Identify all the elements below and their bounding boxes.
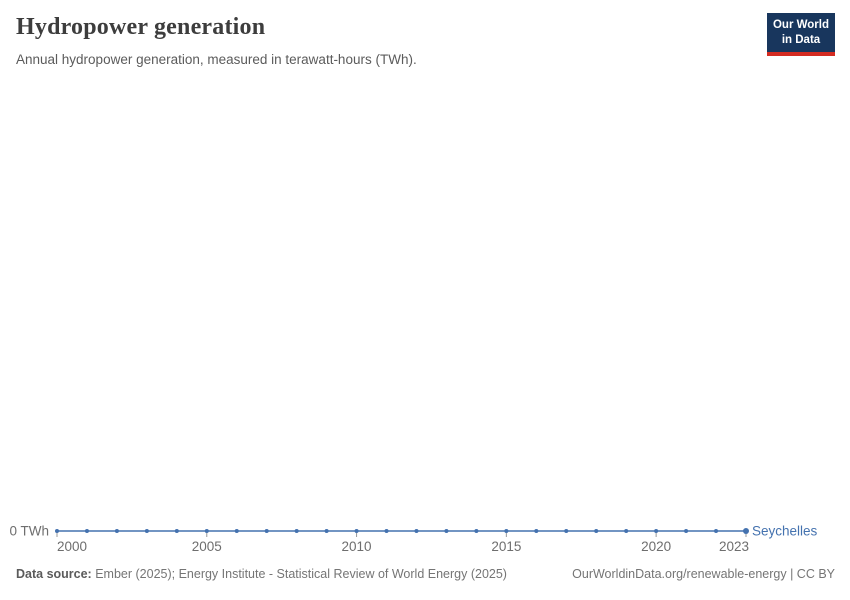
- data-point[interactable]: [384, 529, 389, 533]
- data-point[interactable]: [564, 529, 569, 533]
- data-point[interactable]: [174, 529, 179, 533]
- y-axis-label: 0 TWh: [9, 524, 49, 539]
- data-point[interactable]: [534, 529, 539, 533]
- data-point[interactable]: [444, 529, 449, 533]
- data-point[interactable]: [684, 529, 689, 533]
- data-point[interactable]: [294, 529, 299, 533]
- data-point[interactable]: [114, 529, 119, 533]
- data-point[interactable]: [55, 529, 59, 533]
- data-point[interactable]: [414, 529, 419, 533]
- data-point[interactable]: [504, 529, 509, 533]
- data-source: Data source: Ember (2025); Energy Instit…: [16, 567, 507, 581]
- data-point[interactable]: [654, 529, 659, 533]
- x-axis-tick-label: 2010: [342, 539, 372, 554]
- data-point[interactable]: [743, 528, 749, 534]
- data-point[interactable]: [624, 529, 629, 533]
- x-axis-tick-label: 2005: [192, 539, 222, 554]
- chart-footer: Data source: Ember (2025); Energy Instit…: [16, 567, 835, 581]
- data-point[interactable]: [204, 529, 209, 533]
- chart-subtitle: Annual hydropower generation, measured i…: [16, 52, 417, 67]
- data-point[interactable]: [354, 529, 359, 533]
- owid-logo[interactable]: Our World in Data: [767, 13, 835, 56]
- data-source-label: Data source:: [16, 567, 92, 581]
- line-chart[interactable]: 2000 2005 2010 2015 2020 2023 0 TWh Seychelles: [0, 0, 850, 560]
- x-axis-tick-label: 2015: [491, 539, 521, 554]
- series-label[interactable]: Seychelles: [752, 524, 818, 539]
- chart-title: Hydropower generation: [16, 14, 266, 40]
- data-point[interactable]: [264, 529, 269, 533]
- data-point[interactable]: [144, 529, 149, 533]
- x-axis-tick-label: 2023: [719, 539, 749, 554]
- data-point[interactable]: [474, 529, 479, 533]
- data-point[interactable]: [324, 529, 329, 533]
- data-point[interactable]: [714, 529, 719, 533]
- attribution: OurWorldinData.org/renewable-energy | CC…: [572, 567, 835, 581]
- x-axis-tick-label: 2000: [57, 539, 87, 554]
- logo-line-1: Our World: [772, 19, 829, 32]
- data-point[interactable]: [234, 529, 239, 533]
- x-axis-tick-label: 2020: [641, 539, 671, 554]
- logo-line-2: in Data: [781, 33, 821, 46]
- chart-canvas[interactable]: 2000 2005 2010 2015 2020 2023 0 TWh Seychelles: [0, 0, 850, 560]
- data-point[interactable]: [84, 529, 89, 533]
- data-point[interactable]: [594, 529, 599, 533]
- data-source-text: Ember (2025); Energy Institute - Statist…: [91, 567, 507, 581]
